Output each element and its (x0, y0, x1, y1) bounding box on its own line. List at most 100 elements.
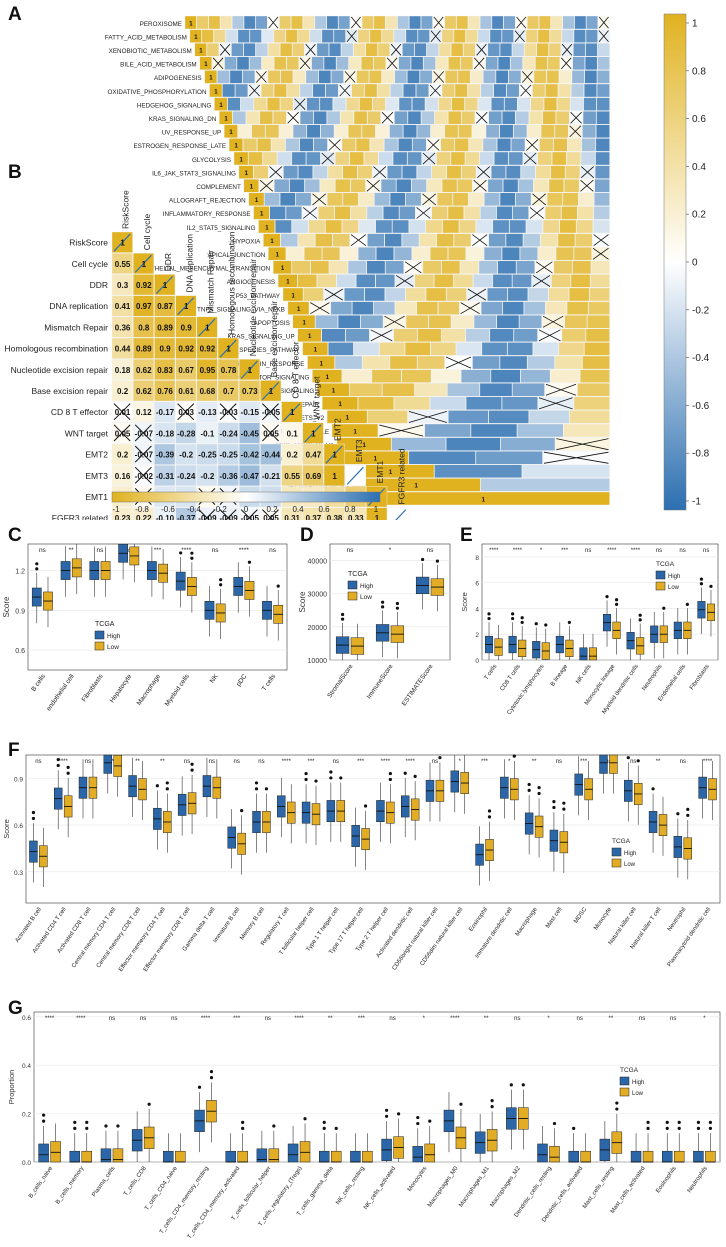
row-label: KRAS_SIGNALING_UP (227, 334, 294, 341)
heat-cell (583, 83, 597, 98)
non-significant-cross (535, 261, 553, 274)
heat-cell (428, 315, 452, 329)
heat-cell (243, 138, 258, 152)
cell-value: 0.92 (178, 345, 194, 354)
heat-cell (546, 192, 563, 207)
heat-cell (334, 206, 351, 220)
outlier-point (676, 812, 680, 816)
colorbar-tick-label: 0.6 (692, 114, 706, 125)
row-label: UV_RESPONSE_UP (162, 130, 222, 137)
significance-label: *** (233, 1016, 241, 1022)
heat-cell (397, 15, 410, 30)
heat-cell (272, 110, 287, 125)
significance-label: *** (481, 759, 489, 765)
heat-cell (313, 110, 327, 125)
heat-cell (318, 70, 332, 84)
heat-cell (403, 83, 417, 98)
heat-cell (347, 260, 367, 274)
heat-cell (196, 358, 218, 380)
x-tick-label: Fibroblasts (81, 673, 105, 704)
heat-cell (444, 124, 459, 139)
heat-cell (232, 110, 247, 125)
heat-cell (358, 219, 376, 234)
heat-cell (292, 315, 316, 329)
outlier-point (56, 757, 60, 762)
legend-swatch (611, 847, 622, 857)
heat-cell (519, 315, 542, 329)
heat-cell (367, 410, 408, 424)
significance-label: **** (76, 1016, 86, 1022)
heat-cell (557, 97, 571, 111)
heat-cell (196, 422, 218, 444)
low-box (549, 1146, 560, 1163)
column-label: DNA replication (184, 234, 194, 293)
heat-cell (333, 29, 346, 43)
heat-cell (558, 342, 585, 356)
heat-cell (567, 138, 582, 152)
heat-cell (430, 342, 457, 356)
heat-cell (269, 206, 286, 220)
heat-cell (384, 233, 402, 247)
heat-cell (510, 56, 523, 70)
heat-cell (387, 507, 409, 520)
heat-cell (283, 165, 299, 179)
non-significant-cross (212, 57, 224, 70)
heat-cell (511, 138, 526, 152)
heat-cell (451, 97, 465, 111)
heat-cell (307, 355, 335, 370)
cell-value: 0.2 (117, 387, 129, 396)
heat-cell (488, 110, 503, 125)
significance-label: ns (184, 759, 190, 765)
heat-cell (348, 56, 362, 70)
heat-cell (586, 15, 598, 30)
outlier-point (385, 1108, 389, 1112)
heat-cell (359, 97, 373, 111)
colorbar-tick-label: 0.4 (292, 505, 304, 514)
cell-value: -0.44 (262, 451, 281, 460)
outlier-point (66, 765, 70, 769)
heat-cell (416, 83, 429, 98)
heat-cell (430, 124, 445, 139)
heat-cell (495, 70, 509, 84)
cell-value: 0.73 (242, 387, 258, 396)
cell-value: -0.10 (156, 514, 175, 520)
non-significant-cross (262, 403, 279, 421)
heat-cell (553, 138, 568, 152)
heat-cell (361, 15, 374, 30)
heat-cell (516, 260, 535, 274)
row-label: ESTROGEN_RESPONSE_LATE (133, 143, 226, 150)
heat-cell (392, 219, 409, 234)
non-significant-cross (396, 275, 414, 287)
heat-cell (154, 295, 176, 317)
heat-cell (424, 423, 471, 438)
heat-cell (231, 43, 244, 57)
heat-cell (482, 138, 497, 152)
cell-value: -0.28 (177, 429, 196, 438)
heat-cell (249, 56, 262, 70)
legend-title: TCGA (656, 561, 675, 568)
significance-label: *** (357, 759, 365, 765)
non-significant-cross (134, 445, 152, 463)
heat-cell (376, 246, 394, 261)
cell-value: 1 (482, 497, 486, 503)
cell-value: 1 (339, 402, 343, 408)
y-tick-label: 8 (475, 555, 479, 562)
heat-cell (480, 83, 494, 98)
cell-value: 0.44 (115, 345, 131, 354)
cell-value: 1 (142, 260, 147, 269)
outlier-point (35, 562, 39, 566)
x-tick-label: Macrophages_M1 (458, 1165, 491, 1208)
cell-value: 0.89 (157, 323, 173, 332)
heat-cell (217, 380, 239, 402)
significance-label: * (540, 548, 543, 554)
heat-cell (260, 465, 282, 487)
heat-cell (478, 260, 498, 274)
outlier-point (363, 804, 368, 808)
heat-cell (496, 206, 513, 220)
heat-cell (442, 219, 460, 234)
non-significant-cross (581, 166, 594, 178)
heat-cell (454, 83, 468, 98)
outlier-point (614, 598, 619, 602)
outlier-point (334, 1126, 338, 1130)
heat-cell (277, 151, 292, 166)
